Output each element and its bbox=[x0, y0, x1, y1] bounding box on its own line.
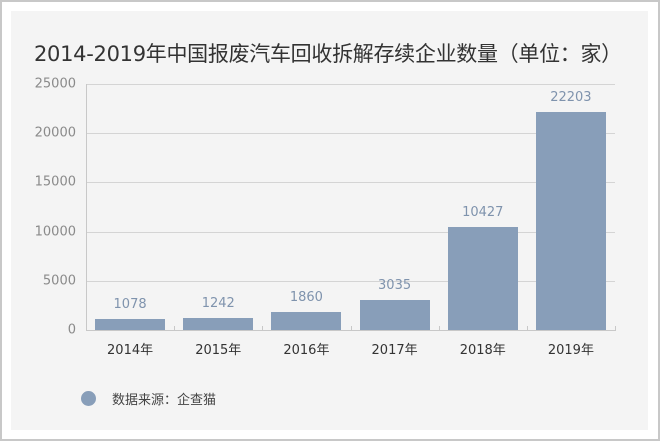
legend-source-text: 数据来源：企查猫 bbox=[112, 393, 217, 408]
bar-value-label: 10427 bbox=[462, 205, 504, 221]
y-tick-label: 5000 bbox=[42, 273, 76, 289]
x-tick-mark bbox=[350, 326, 352, 331]
y-tick-label: 15000 bbox=[34, 174, 76, 190]
x-tick-label: 2019年 bbox=[547, 343, 594, 358]
gridline bbox=[86, 231, 615, 233]
chart-title: 2014-2019年中国报废汽车回收拆解存续企业数量（单位：家） bbox=[34, 42, 622, 66]
legend-marker-icon bbox=[81, 391, 96, 406]
bar bbox=[271, 311, 342, 330]
x-tick-label: 2016年 bbox=[283, 343, 330, 358]
x-tick-mark bbox=[262, 326, 264, 331]
gridline bbox=[86, 133, 615, 135]
y-tick-label: 20000 bbox=[34, 125, 76, 141]
x-tick-label: 2017年 bbox=[371, 343, 418, 358]
bar bbox=[447, 227, 518, 330]
x-tick-mark bbox=[438, 326, 440, 331]
bar bbox=[359, 300, 430, 330]
x-tick-label: 2014年 bbox=[107, 343, 154, 358]
x-tick-label: 2018年 bbox=[459, 343, 506, 358]
y-tick-label: 0 bbox=[67, 322, 76, 338]
y-axis bbox=[86, 84, 87, 330]
x-tick-mark bbox=[86, 326, 87, 331]
bar-value-label: 1860 bbox=[289, 289, 323, 305]
bar bbox=[535, 111, 606, 330]
x-tick-mark bbox=[174, 326, 176, 331]
x-tick-mark bbox=[526, 326, 528, 331]
bar-value-label: 3035 bbox=[378, 278, 412, 294]
y-tick-label: 10000 bbox=[34, 224, 76, 240]
gridline bbox=[86, 280, 615, 282]
y-tick-label: 25000 bbox=[34, 76, 76, 92]
gridline bbox=[86, 182, 615, 184]
bar-value-label: 1078 bbox=[113, 297, 147, 313]
legend: 数据来源：企查猫 bbox=[81, 389, 216, 408]
gridline bbox=[86, 84, 615, 85]
bar-value-label: 22203 bbox=[550, 89, 592, 105]
x-tick-mark bbox=[615, 326, 616, 331]
bar bbox=[95, 319, 166, 330]
x-tick-label: 2015年 bbox=[195, 343, 242, 358]
bar bbox=[183, 317, 254, 330]
bar-value-label: 1242 bbox=[201, 295, 235, 311]
